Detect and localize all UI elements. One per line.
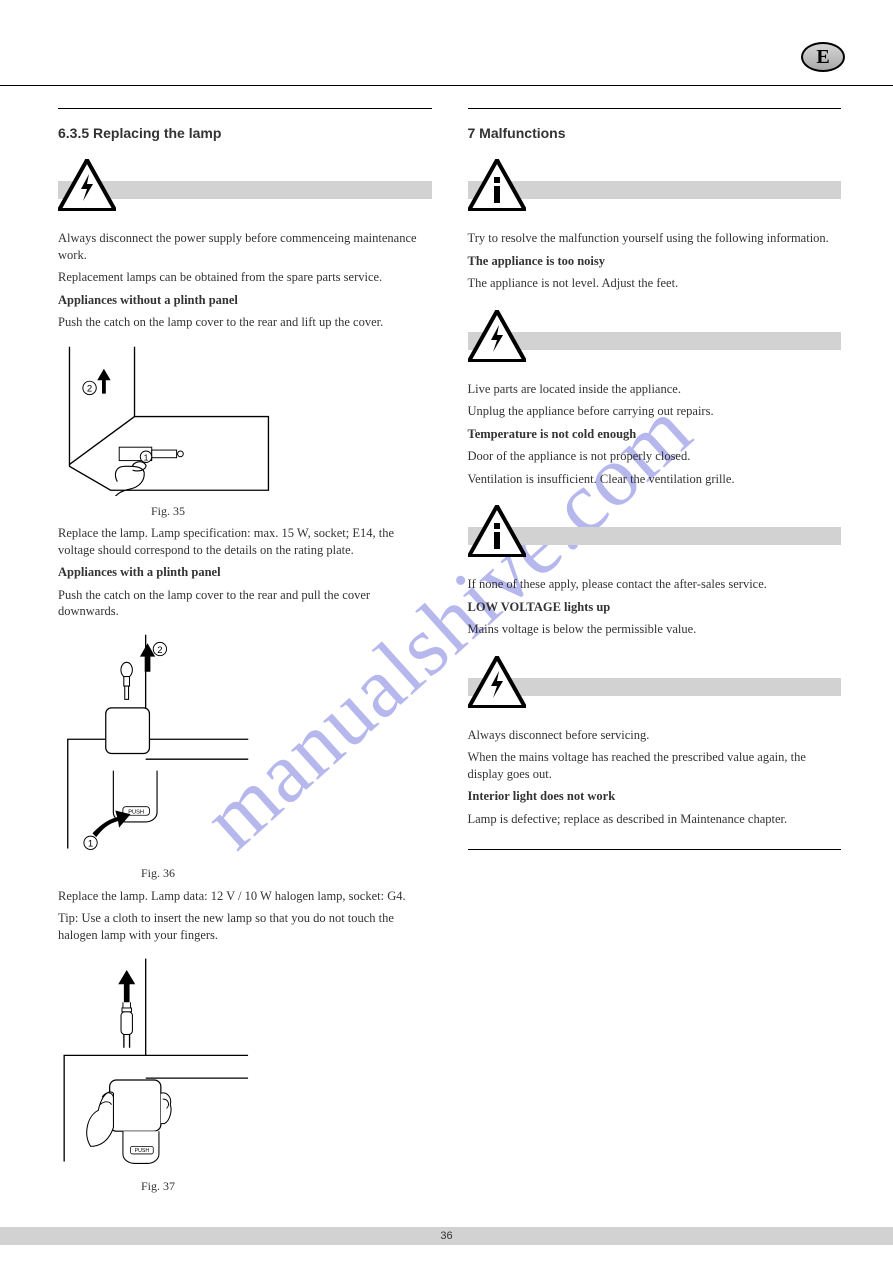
lightning-warning-icon <box>58 159 116 211</box>
section-title: 7 Malfunctions <box>468 125 842 141</box>
page-number: 36 <box>0 1227 893 1245</box>
svg-text:PUSH: PUSH <box>135 1148 150 1154</box>
right-column: 7 Malfunctions Try to resolve the malfun… <box>468 108 842 1201</box>
body-para: Push the catch on the lamp cover to the … <box>58 587 432 620</box>
section-rule <box>468 849 842 850</box>
body-para: Mains voltage is below the permissible v… <box>468 621 842 638</box>
body-para-title: Interior light does not work <box>468 788 842 805</box>
body-para: Replacement lamps can be obtained from t… <box>58 269 432 286</box>
info-text: If none of these apply, please contact t… <box>468 576 842 593</box>
body-para: The appliance is not level. Adjust the f… <box>468 275 842 292</box>
body-para: Ventilation is insufficient. Clear the v… <box>468 471 842 488</box>
figure-caption: Fig. 35 <box>58 504 278 520</box>
section-rule <box>58 108 432 109</box>
section-title: 6.3.5 Replacing the lamp <box>58 125 432 141</box>
figure-caption: Fig. 36 <box>58 866 258 882</box>
info-block <box>468 159 842 216</box>
warning-block <box>468 656 842 713</box>
info-block <box>468 505 842 562</box>
language-badge: E <box>801 42 845 72</box>
body-para: Unplug the appliance before carrying out… <box>468 403 842 420</box>
lightning-warning-icon <box>468 310 526 362</box>
body-para: When the mains voltage has reached the p… <box>468 749 842 782</box>
top-horizontal-rule <box>0 85 893 86</box>
body-para-title: Temperature is not cold enough <box>468 426 842 443</box>
badge-letter: E <box>816 46 829 69</box>
left-column: 6.3.5 Replacing the lamp Always disconne… <box>58 108 432 1201</box>
body-para-title: LOW VOLTAGE lights up <box>468 599 842 616</box>
body-para: Lamp is defective; replace as described … <box>468 811 842 828</box>
lamp-cover-lift-diagram: 2 1 <box>58 341 278 496</box>
body-para: Door of the appliance is not properly cl… <box>468 448 842 465</box>
info-warning-icon <box>468 505 526 557</box>
body-para: Replace the lamp. Lamp specification: ma… <box>58 525 432 558</box>
lightning-warning-icon <box>468 656 526 708</box>
body-para: Appliances with a plinth panel <box>58 564 432 581</box>
figure-36: 2 PUSH 1 <box>58 630 432 858</box>
warning-block <box>468 310 842 367</box>
info-text: Try to resolve the malfunction yourself … <box>468 230 842 247</box>
warning-text: Always disconnect the power supply befor… <box>58 230 432 263</box>
body-para: Replace the lamp. Lamp data: 12 V / 10 W… <box>58 888 432 905</box>
svg-text:1: 1 <box>88 838 93 849</box>
lamp-cover-pulldown-diagram: 2 PUSH 1 <box>58 630 258 858</box>
body-para: Push the catch on the lamp cover to the … <box>58 314 432 331</box>
svg-text:PUSH: PUSH <box>128 809 144 815</box>
halogen-lamp-insert-diagram: PUSH <box>58 953 258 1171</box>
info-warning-icon <box>468 159 526 211</box>
body-para-title: The appliance is too noisy <box>468 253 842 270</box>
figure-37: PUSH <box>58 953 432 1171</box>
warning-text: Always disconnect before servicing. <box>468 727 842 744</box>
svg-text:2: 2 <box>87 383 92 394</box>
body-para: Tip: Use a cloth to insert the new lamp … <box>58 910 432 943</box>
warning-block <box>58 159 432 216</box>
svg-text:2: 2 <box>157 645 162 656</box>
body-para: Appliances without a plinth panel <box>58 292 432 309</box>
svg-text:1: 1 <box>144 452 149 462</box>
figure-caption: Fig. 37 <box>58 1179 258 1195</box>
figure-35: 2 1 <box>58 341 432 496</box>
warning-text: Live parts are located inside the applia… <box>468 381 842 398</box>
section-rule <box>468 108 842 109</box>
